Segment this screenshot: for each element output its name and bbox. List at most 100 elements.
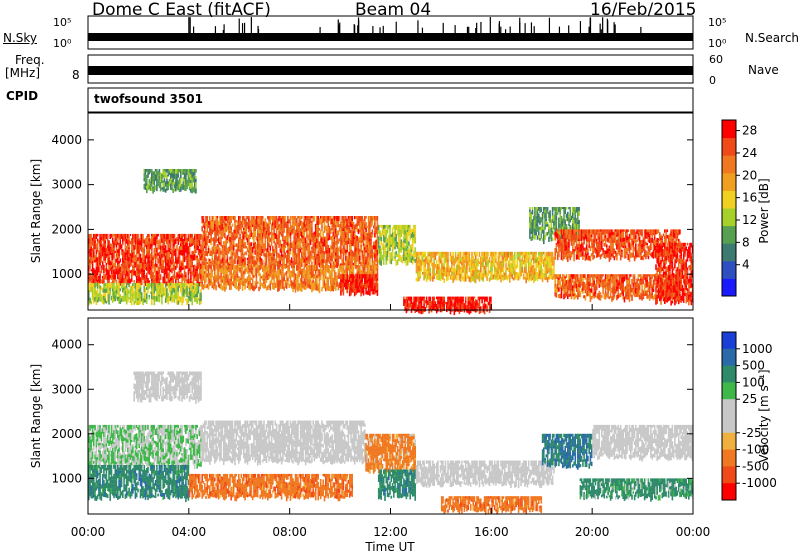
- range-cell: [132, 265, 134, 269]
- range-cell: [204, 250, 206, 254]
- range-cell: [187, 174, 190, 181]
- range-cell: [154, 277, 157, 282]
- range-cell: [195, 297, 197, 303]
- range-cell: [190, 285, 192, 288]
- range-cell: [185, 265, 187, 269]
- range-cell: [114, 274, 117, 278]
- range-cell: [217, 261, 220, 265]
- range-cell: [181, 273, 183, 278]
- range-cell: [95, 249, 98, 255]
- range-cell: [88, 244, 90, 249]
- range-cell: [110, 255, 113, 259]
- range-cell: [167, 259, 169, 264]
- range-cell: [143, 249, 146, 254]
- range-cell: [109, 290, 111, 296]
- range-cell: [225, 246, 227, 251]
- range-cell: [93, 299, 95, 304]
- range-cell: [182, 299, 185, 303]
- range-cell: [172, 188, 174, 193]
- range-cell: [293, 268, 295, 271]
- range-cell: [178, 262, 181, 267]
- range-cell: [132, 296, 134, 302]
- range-cell: [188, 187, 191, 191]
- range-cell: [146, 185, 148, 189]
- range-cell: [130, 257, 133, 263]
- range-cell: [371, 229, 374, 235]
- range-cell: [289, 236, 292, 239]
- range-cell: [303, 265, 306, 270]
- range-cell: [109, 246, 111, 249]
- range-cell: [235, 281, 238, 287]
- range-cell: [216, 218, 219, 224]
- range-cell: [227, 246, 230, 252]
- range-cell: [166, 252, 168, 258]
- range-cell: [118, 274, 120, 278]
- range-cell: [178, 233, 181, 240]
- range-cell: [100, 233, 103, 237]
- range-cell: [231, 243, 234, 250]
- range-cell: [482, 278, 485, 282]
- range-cell: [188, 239, 191, 244]
- range-cell: [158, 183, 161, 188]
- range-cell: [158, 169, 161, 173]
- range-cell: [196, 262, 198, 266]
- range-cell: [154, 266, 157, 273]
- range-cell: [193, 248, 196, 255]
- range-cell: [326, 263, 328, 266]
- range-cell: [154, 255, 157, 260]
- range-cell: [133, 291, 135, 294]
- range-cell: [157, 233, 159, 237]
- range-cell: [153, 279, 156, 283]
- range-cell: [195, 233, 197, 239]
- range-cell: [222, 244, 225, 249]
- range-cell: [229, 245, 231, 252]
- range-cell: [152, 286, 154, 291]
- range-cell: [111, 288, 114, 292]
- range-cell: [224, 219, 226, 223]
- range-cell: [137, 288, 139, 293]
- range-cell: [217, 272, 220, 276]
- range-cell: [215, 224, 217, 229]
- range-cell: [221, 251, 224, 258]
- range-cell: [122, 280, 124, 283]
- range-cell: [142, 239, 144, 244]
- range-cell: [167, 171, 169, 175]
- range-cell: [133, 238, 135, 243]
- range-cell: [120, 265, 123, 271]
- range-cell: [137, 264, 139, 269]
- range-cell: [152, 255, 154, 258]
- range-cell: [96, 288, 99, 294]
- range-cell: [183, 265, 186, 271]
- range-cell: [215, 259, 217, 265]
- range-cell: [135, 296, 138, 301]
- range-cell: [220, 242, 222, 247]
- range-cell: [147, 242, 149, 248]
- range-cell: [138, 265, 140, 270]
- range-cell: [105, 300, 108, 304]
- range-cell: [166, 188, 168, 191]
- range-cell: [118, 283, 120, 288]
- range-cell: [207, 231, 210, 236]
- range-cell: [132, 246, 134, 253]
- range-cell: [182, 169, 185, 173]
- range-cell: [151, 299, 153, 306]
- range-cell: [147, 290, 149, 294]
- range-cell: [196, 286, 198, 292]
- range-cell: [181, 249, 183, 253]
- range-cell: [175, 175, 177, 182]
- range-cell: [144, 169, 147, 175]
- range-cell: [205, 216, 207, 220]
- range-cell: [144, 242, 147, 248]
- range-cell: [152, 266, 154, 269]
- range-cell: [151, 254, 153, 261]
- range-cell: [108, 286, 110, 291]
- range-cell: [190, 283, 192, 286]
- range-cell: [386, 230, 389, 234]
- range-cell: [151, 251, 153, 255]
- range-cell: [148, 283, 151, 289]
- range-cell: [159, 265, 162, 270]
- range-cell: [103, 264, 105, 271]
- range-cell: [108, 270, 110, 277]
- range-cell: [109, 260, 111, 266]
- range-cell: [462, 298, 464, 302]
